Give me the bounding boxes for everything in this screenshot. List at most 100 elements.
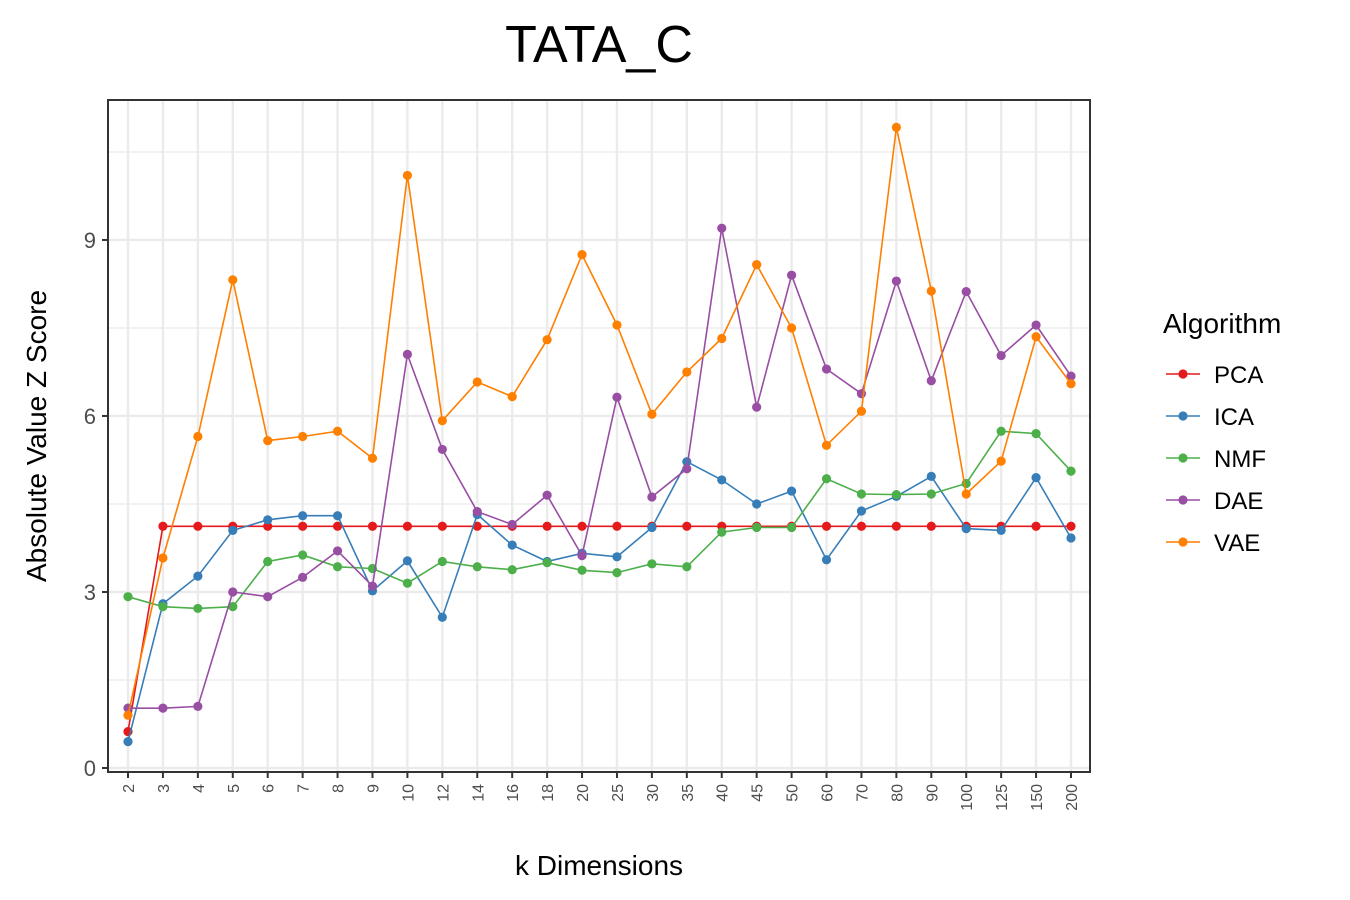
data-point-vae	[717, 333, 727, 344]
data-point-dae	[996, 350, 1006, 361]
data-point-dae	[717, 223, 727, 233]
legend-label: VAE	[1214, 530, 1260, 557]
data-point-nmf	[577, 565, 587, 575]
data-point-ica	[821, 555, 832, 565]
data-point-nmf	[612, 568, 622, 578]
legend-label: NMF	[1214, 446, 1266, 473]
x-tick-label: 50	[785, 784, 802, 802]
data-point-dae	[647, 492, 657, 502]
x-tick-label: 25	[610, 784, 627, 802]
data-point-nmf	[263, 556, 273, 567]
data-point-dae	[158, 703, 168, 713]
data-point-pca	[367, 521, 378, 531]
data-point-vae	[158, 553, 168, 563]
data-point-ica	[332, 511, 343, 521]
legend: Algorithm PCA ICA NMF DAE VAE	[1163, 308, 1281, 557]
x-tick-label: 125	[994, 784, 1011, 811]
y-tick-label: 9	[84, 228, 96, 253]
data-point-nmf	[961, 478, 971, 489]
data-point-pca	[891, 521, 901, 531]
x-tick-label: 18	[540, 784, 557, 802]
data-point-pca	[402, 521, 413, 531]
data-point-dae	[926, 376, 936, 386]
data-point-pca	[193, 521, 203, 531]
legend-key-point	[1178, 369, 1188, 379]
legend-item-nmf: NMF	[1166, 446, 1266, 473]
legend-key-point	[1178, 411, 1188, 421]
data-point-vae	[472, 377, 482, 387]
data-point-nmf	[1066, 466, 1076, 476]
data-point-vae	[263, 436, 273, 446]
data-point-nmf	[542, 558, 552, 568]
x-tick-label: 60	[820, 784, 837, 802]
x-tick-label: 12	[435, 784, 452, 802]
data-point-nmf	[786, 522, 797, 533]
data-point-nmf	[123, 592, 133, 602]
x-tick-label: 6	[261, 784, 278, 793]
data-point-nmf	[647, 559, 657, 569]
series-dae	[123, 223, 1076, 713]
legend-key-point	[1178, 537, 1188, 547]
data-point-nmf	[682, 562, 692, 572]
x-tick-label: 7	[296, 784, 313, 793]
x-tick-label: 16	[505, 784, 522, 802]
data-point-dae	[193, 701, 203, 711]
data-point-ica	[193, 571, 203, 581]
data-point-vae	[821, 440, 832, 450]
series-nmf	[123, 426, 1076, 614]
y-axis-title: Absolute Value Z Score	[21, 290, 52, 582]
data-point-pca	[263, 521, 273, 531]
data-point-pca	[926, 521, 936, 531]
x-tick-label: 30	[645, 784, 662, 802]
grid	[108, 100, 1090, 772]
legend-label: PCA	[1214, 362, 1263, 389]
legend-item-ica: ICA	[1166, 404, 1254, 431]
data-point-vae	[542, 335, 552, 345]
x-tick-label: 5	[226, 784, 243, 793]
x-tick-label: 35	[680, 784, 697, 802]
data-point-dae	[1066, 371, 1076, 381]
series-line-nmf	[127, 430, 1072, 610]
data-point-dae	[228, 587, 238, 597]
data-point-nmf	[228, 602, 238, 612]
data-point-dae	[507, 519, 517, 530]
x-tick-label: 200	[1064, 784, 1081, 811]
data-point-dae	[298, 572, 308, 582]
data-point-nmf	[856, 489, 867, 499]
data-point-ica	[996, 525, 1006, 535]
data-point-vae	[1031, 332, 1041, 342]
chart-title: TATA_C	[505, 16, 693, 74]
data-point-vae	[298, 431, 308, 442]
data-point-pca	[612, 521, 622, 531]
data-point-pca	[821, 521, 832, 531]
data-point-vae	[577, 250, 587, 260]
data-point-vae	[682, 367, 692, 377]
data-point-ica	[228, 525, 238, 535]
series-line-vae	[127, 127, 1072, 716]
data-point-ica	[402, 556, 413, 566]
data-point-nmf	[891, 489, 901, 500]
data-point-vae	[507, 392, 517, 402]
data-point-vae	[786, 323, 797, 333]
data-point-vae	[367, 453, 378, 463]
data-point-vae	[612, 320, 622, 330]
series-vae	[123, 122, 1076, 720]
data-point-dae	[821, 364, 832, 374]
data-point-pca	[437, 521, 447, 531]
data-point-vae	[123, 710, 133, 720]
data-point-dae	[402, 349, 413, 359]
legend-key-point	[1178, 453, 1188, 463]
x-tick-label: 3	[156, 784, 173, 793]
x-tick-label: 2	[121, 784, 138, 793]
data-point-pca	[682, 521, 692, 531]
data-point-ica	[437, 612, 447, 622]
x-tick-label: 80	[889, 784, 906, 802]
data-point-vae	[332, 426, 343, 436]
data-point-nmf	[996, 426, 1006, 436]
legend-label: DAE	[1214, 488, 1263, 515]
data-point-ica	[263, 515, 273, 525]
data-point-nmf	[402, 578, 413, 588]
x-tick-label: 8	[331, 784, 348, 793]
x-axis-title: k Dimensions	[515, 850, 683, 881]
